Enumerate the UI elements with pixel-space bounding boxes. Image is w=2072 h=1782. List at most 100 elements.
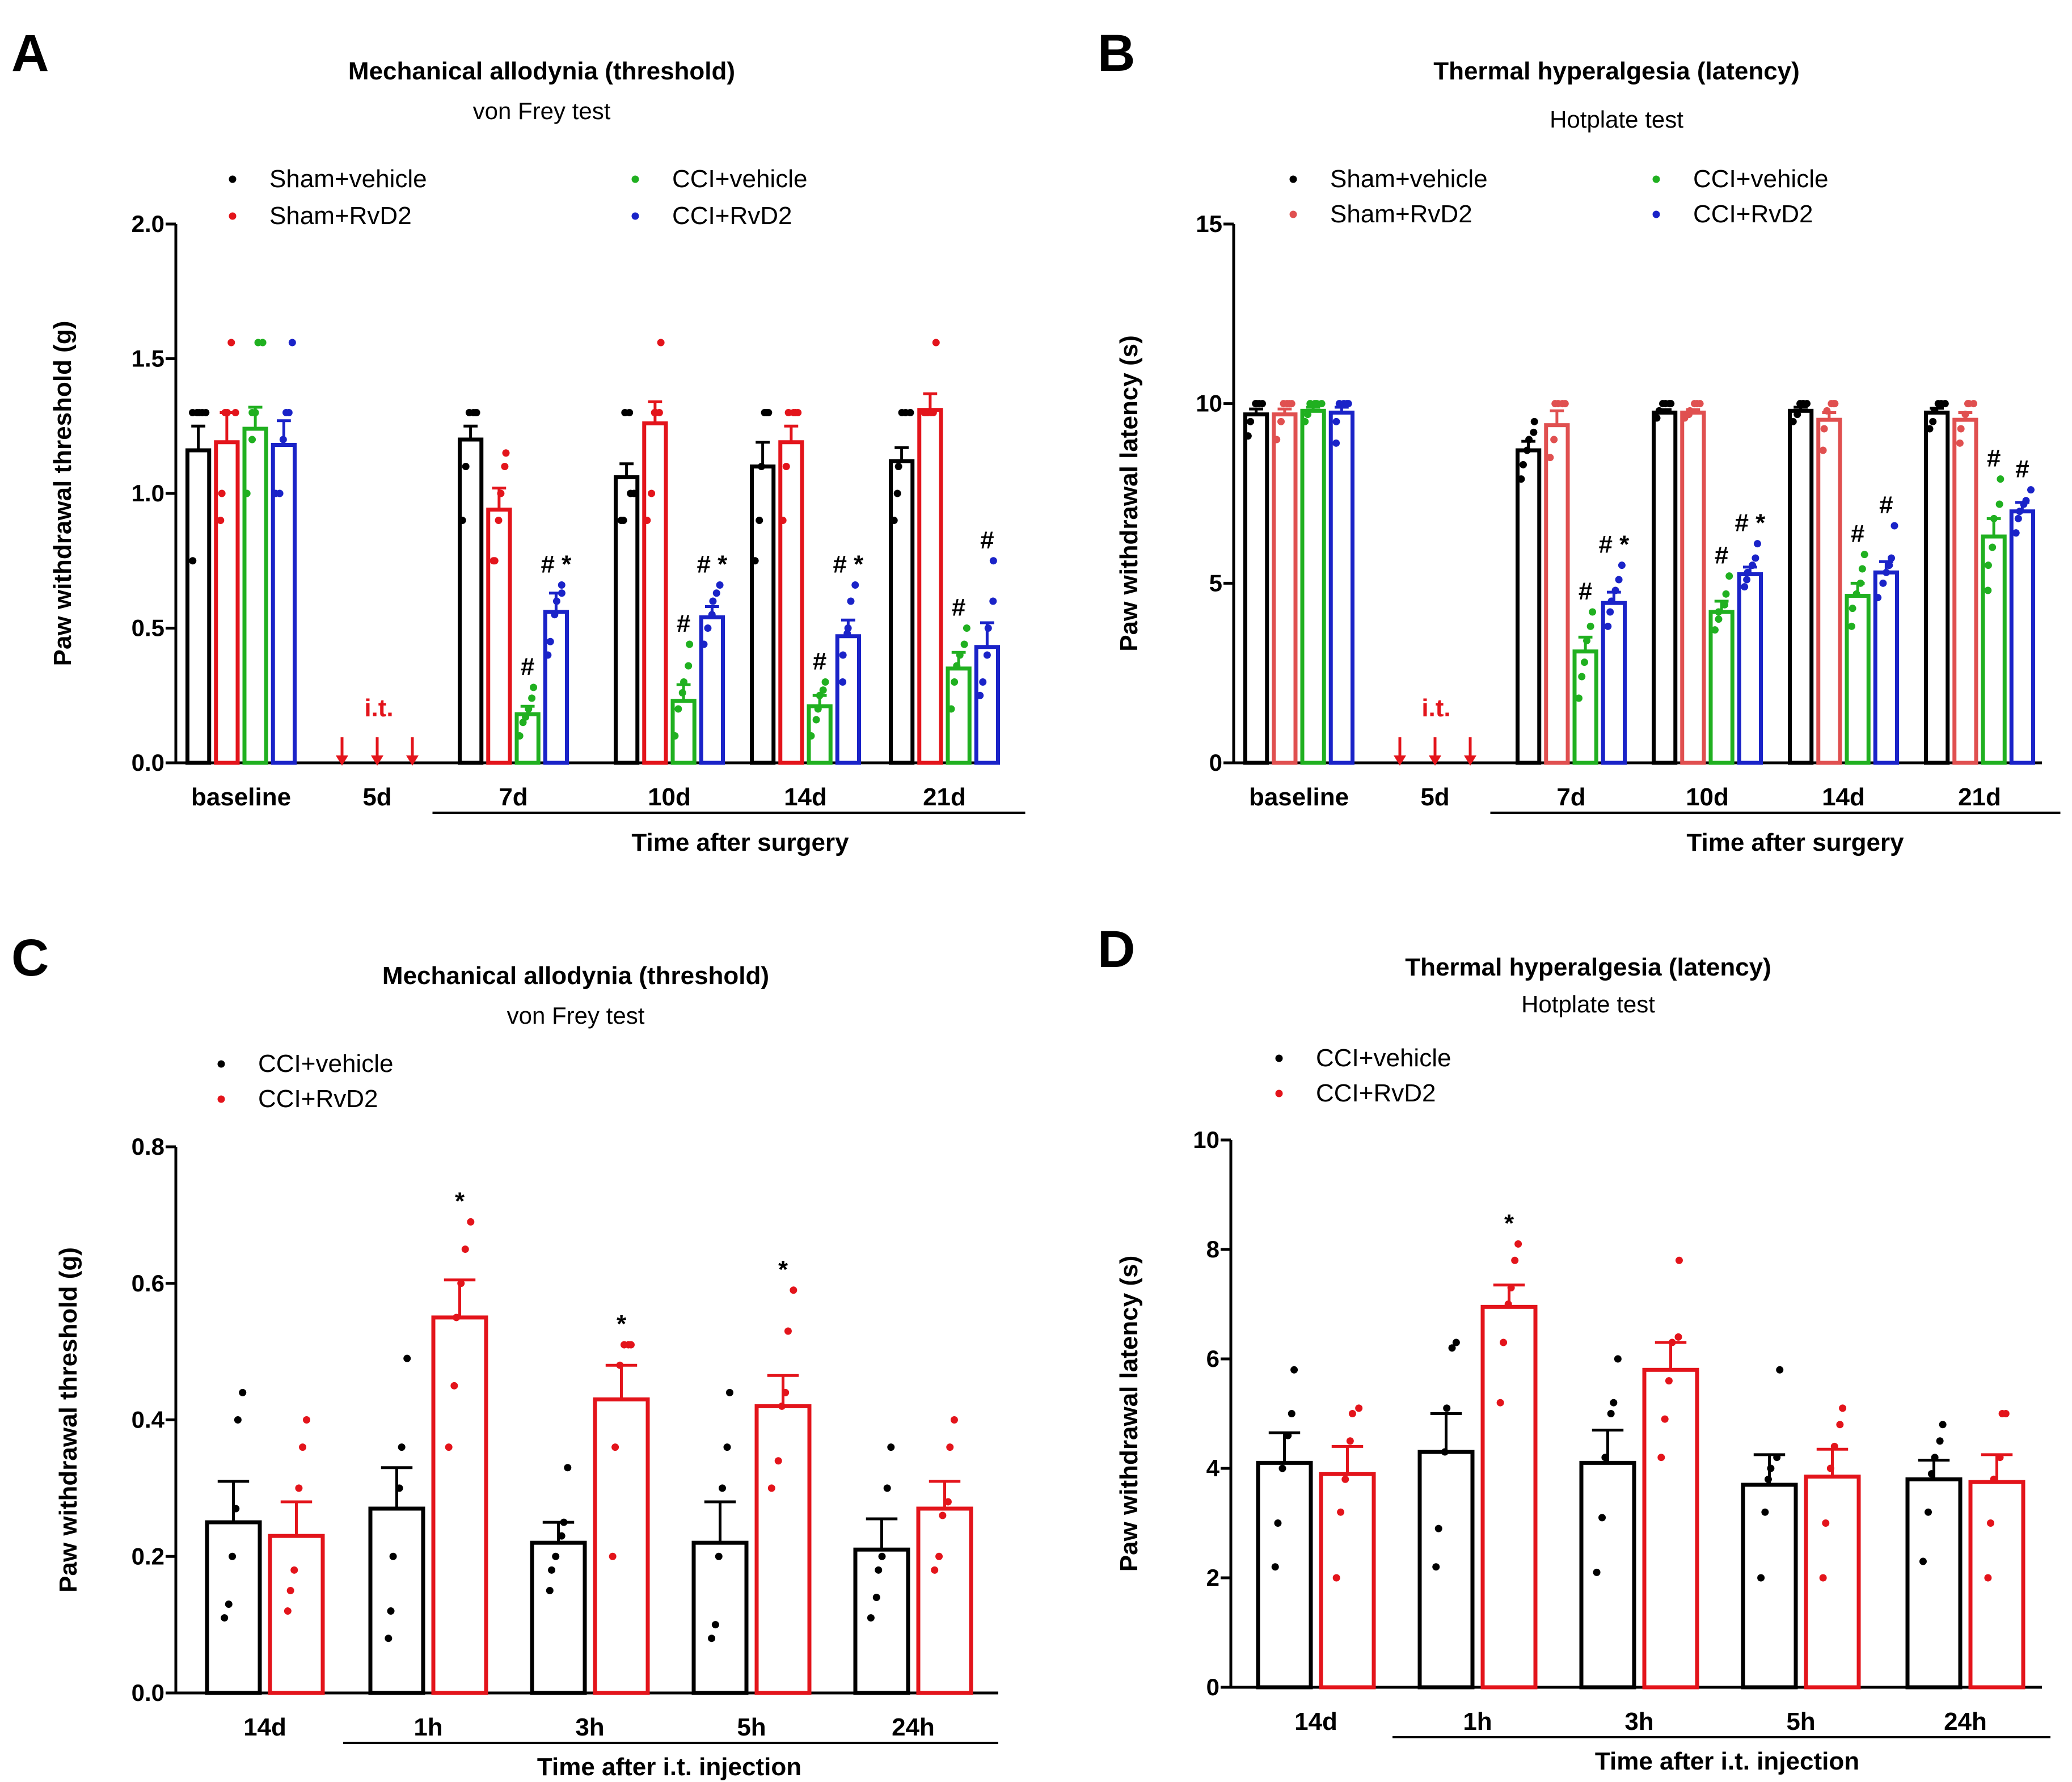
bar [214, 440, 240, 765]
data-point [685, 662, 693, 670]
legend-marker [631, 175, 639, 183]
data-point [944, 1498, 952, 1506]
data-point [931, 1566, 939, 1574]
data-point [457, 1280, 465, 1287]
data-point [700, 640, 708, 648]
legend-label: CCI+RvD2 [672, 202, 792, 230]
data-point [784, 409, 792, 416]
data-point [552, 1552, 560, 1560]
data-point [461, 1245, 469, 1253]
data-point [704, 624, 712, 632]
bar [642, 421, 668, 765]
bar [1905, 1477, 1963, 1690]
y-tick-label: 0 [1206, 1674, 1219, 1700]
data-point [525, 705, 533, 713]
data-point [680, 678, 688, 686]
data-point [1511, 1256, 1519, 1264]
data-point [890, 517, 898, 524]
legend-label: CCI+vehicle [1316, 1044, 1451, 1072]
data-point [1856, 579, 1864, 587]
data-point [2002, 1410, 2010, 1417]
data-point [279, 436, 287, 444]
x-axis-title: Time after i.t. injection [537, 1753, 801, 1781]
x-tick-label: 14d [243, 1713, 286, 1741]
data-point [497, 489, 505, 497]
bar [699, 615, 725, 765]
bar [2009, 509, 2035, 765]
data-point [290, 1566, 298, 1574]
data-point [544, 651, 552, 659]
legend-marker [631, 212, 639, 220]
injection-label: i.t. [364, 694, 393, 722]
data-point [303, 1416, 311, 1424]
significance-marker: # [1579, 577, 1592, 605]
legend-marker [229, 212, 237, 220]
data-point [1990, 1475, 1998, 1483]
significance-marker: # [1715, 542, 1728, 569]
legend-marker [1275, 1090, 1283, 1097]
significance-marker: # [1879, 491, 1893, 519]
data-point [1715, 608, 1723, 616]
data-point [251, 409, 259, 416]
data-point [558, 1532, 566, 1540]
data-point [751, 557, 759, 565]
data-point [1826, 1464, 1834, 1472]
data-point [1277, 417, 1285, 425]
bar [1741, 1483, 1798, 1690]
data-point [1984, 561, 1992, 569]
data-point [1304, 411, 1312, 419]
data-point [1288, 1410, 1295, 1417]
data-point [756, 517, 763, 524]
panel-b: B Thermal hyperalgesia (latency) Hotplate … [1098, 24, 2061, 856]
data-point [286, 1586, 294, 1594]
data-point [189, 557, 197, 565]
bar [1417, 1450, 1475, 1690]
data-point [774, 1457, 782, 1465]
data-point [1259, 400, 1267, 408]
data-point [1615, 576, 1623, 584]
legend-label: Sham+vehicle [1330, 165, 1488, 193]
data-point [1290, 1366, 1298, 1374]
data-point [778, 1402, 786, 1410]
x-axis-title: Time after surgery [631, 829, 849, 856]
data-point [851, 581, 859, 589]
data-point [812, 716, 820, 724]
data-point [678, 689, 686, 696]
data-point [932, 339, 940, 347]
bar [974, 645, 1000, 765]
data-point [711, 1621, 719, 1629]
data-point [1452, 1338, 1460, 1346]
data-point [1984, 1574, 1992, 1582]
panel-c: C Mechanical allodynia (threshold) von Fre… [11, 929, 998, 1781]
chart-title: Thermal hyperalgesia (latency) [1405, 953, 1771, 981]
data-point [1346, 1437, 1354, 1445]
x-tick-label: baseline [191, 783, 291, 811]
data-point [218, 489, 226, 497]
data-point [1284, 1431, 1292, 1439]
data-point [1996, 1454, 2004, 1462]
data-point [552, 597, 560, 605]
x-tick-label: 10d [648, 783, 691, 811]
data-point [288, 339, 296, 347]
data-point [976, 691, 984, 699]
data-point [2014, 514, 2022, 522]
injection-arrow-head [1394, 755, 1406, 766]
data-point [1939, 1421, 1947, 1429]
data-point [893, 489, 901, 497]
data-point [1757, 1574, 1765, 1582]
data-point [989, 557, 997, 565]
data-point [984, 624, 992, 632]
x-tick-label: 21d [923, 783, 966, 811]
data-point [1583, 637, 1591, 645]
bar [1300, 408, 1326, 765]
bar [1480, 1304, 1538, 1690]
legend-marker [1652, 210, 1660, 218]
data-point [784, 1327, 792, 1335]
data-point [807, 732, 815, 740]
bar [1952, 417, 1978, 765]
data-point [989, 597, 997, 605]
y-tick-label: 15 [1196, 210, 1222, 237]
data-point [1607, 1410, 1615, 1417]
chart-title: Mechanical allodynia (threshold) [348, 57, 735, 85]
data-point [1348, 1410, 1356, 1417]
